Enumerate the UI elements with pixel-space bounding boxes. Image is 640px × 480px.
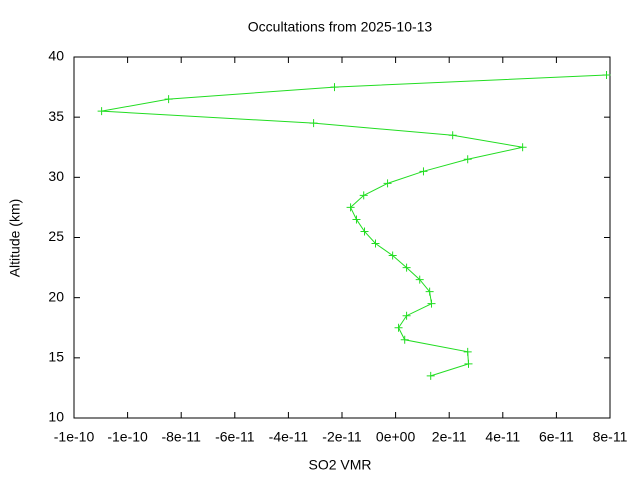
point (518, 143, 527, 152)
point (464, 359, 473, 368)
point (602, 71, 611, 80)
point (402, 263, 411, 272)
point (97, 107, 106, 116)
y-tick-label: 10 (48, 409, 64, 425)
y-axis-label: Altitude (km) (7, 199, 23, 278)
point (463, 347, 472, 356)
point (425, 287, 434, 296)
point (388, 251, 397, 260)
point (394, 323, 403, 332)
x-tick-label: -1e-10 (107, 429, 148, 445)
point (400, 335, 409, 344)
point (463, 155, 472, 164)
point (426, 371, 435, 380)
y-tick-label: 25 (48, 228, 64, 244)
point (383, 179, 392, 188)
point (359, 191, 368, 200)
plot-frame (73, 56, 611, 419)
point (419, 167, 428, 176)
point (164, 95, 173, 104)
x-tick-label: -4e-11 (269, 429, 309, 445)
x-tick-label: 2e-11 (432, 429, 467, 445)
x-tick-label: -8e-11 (161, 429, 201, 445)
point (360, 227, 369, 236)
y-tick-label: 40 (48, 48, 64, 64)
x-tick-label: 0e+00 (376, 429, 416, 445)
chart-title: Occultations from 2025-10-13 (248, 19, 433, 35)
x-tick-label: -1e-10 (54, 429, 95, 445)
x-axis-label: SO2 VMR (308, 457, 371, 473)
point (448, 131, 457, 140)
point (309, 119, 318, 128)
y-tick-label: 20 (48, 288, 64, 304)
point (352, 215, 361, 224)
series-line (101, 74, 607, 377)
x-tick-label: -6e-11 (215, 429, 255, 445)
point (346, 203, 355, 212)
y-tick-label: 35 (48, 108, 64, 124)
point (371, 239, 380, 248)
point (330, 83, 339, 92)
x-tick-label: 4e-11 (485, 429, 520, 445)
x-tick-label: -2e-11 (322, 429, 362, 445)
point (415, 275, 424, 284)
y-tick-label: 15 (48, 349, 64, 365)
x-tick-label: 8e-11 (593, 429, 628, 445)
y-tick-label: 30 (48, 168, 64, 184)
point (427, 299, 436, 308)
x-tick-label: 6e-11 (539, 429, 574, 445)
point (402, 311, 411, 320)
